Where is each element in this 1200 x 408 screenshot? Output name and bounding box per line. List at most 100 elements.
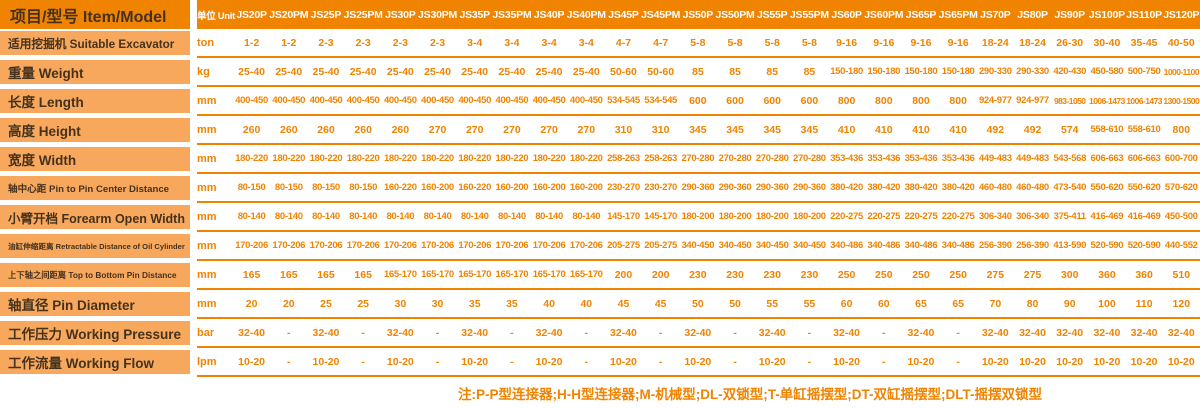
- value-cell: -: [361, 326, 365, 339]
- value-cell: 10-20: [907, 355, 935, 368]
- value-cell: 35-45: [1130, 36, 1158, 49]
- value-cell: 165-170: [569, 269, 603, 280]
- value-cell: 170-206: [235, 240, 268, 251]
- row-cells: 20 20 25 25 30 30 35 35 40 40 45 45 50 50 55 55 60 60 65 65…: [233, 290, 1200, 317]
- value-cell: 20: [245, 297, 258, 310]
- row-data-area: mm 260 260 260 260 260 270 270 270 270 270 310 310 34…: [197, 116, 1200, 145]
- value-cell: 180-220: [309, 153, 343, 164]
- value-cell: 230-270: [644, 182, 678, 193]
- value-cell: 150-180: [867, 66, 901, 77]
- value-cell: 10-20: [833, 355, 861, 368]
- value-cell: 230: [800, 268, 819, 281]
- value-cell: 25: [320, 297, 332, 310]
- value-cell: 25-40: [312, 65, 340, 78]
- value-cell: 340-450: [681, 240, 715, 251]
- value-cell: 550-620: [1127, 182, 1161, 193]
- value-cell: 375-411: [1053, 211, 1087, 222]
- table-body: 适用挖掘机 Suitable Excavator ton 1-2 1-2 2-3 2-3 2…: [0, 29, 1200, 377]
- value-cell: 270-280: [755, 153, 789, 164]
- row-label: 长度 Length: [0, 89, 190, 113]
- value-cell: 80-140: [274, 211, 303, 222]
- value-cell: 510: [1172, 268, 1191, 281]
- value-cell: 180-200: [755, 211, 789, 222]
- value-cell: 10-20: [1019, 355, 1046, 368]
- value-cell: 310: [651, 123, 670, 136]
- value-cell: 5-8: [690, 36, 706, 49]
- value-cell: 35: [468, 297, 481, 310]
- value-cell: 180-220: [569, 153, 603, 164]
- value-cell: 9-16: [836, 36, 858, 49]
- value-cell: 10-20: [1130, 355, 1158, 368]
- value-cell: 9-16: [910, 36, 932, 49]
- column-header-model: JS100P: [1088, 8, 1125, 21]
- row-cells: 165 165 165 165 165-170 165-170 165-170 165-170…: [233, 261, 1200, 288]
- value-cell: 180-220: [272, 153, 306, 164]
- column-divider: [190, 29, 197, 58]
- value-cell: 80-140: [535, 211, 563, 222]
- value-cell: 25-40: [461, 65, 489, 78]
- value-cell: 380-420: [941, 182, 975, 193]
- value-cell: 80-150: [349, 182, 378, 193]
- value-cell: 50-60: [610, 65, 637, 78]
- column-header-model: JS55P: [756, 8, 788, 21]
- value-cell: 574: [1060, 123, 1079, 136]
- value-cell: 10-20: [386, 355, 414, 368]
- column-header-model: JS50P: [682, 8, 714, 21]
- column-header-model: JS60PM: [864, 8, 904, 21]
- value-cell: 32-40: [981, 326, 1009, 339]
- unit-cell: kg: [197, 65, 210, 78]
- value-cell: 345: [689, 123, 707, 136]
- column-header-model: JS65P: [905, 8, 937, 21]
- row-data-area: mm 20 20 25 25 30 30 35 35 40 40 45 45 50 50 55 55 60 60 65…: [197, 290, 1200, 319]
- value-cell: 9-16: [947, 36, 969, 49]
- table-row: 小臂开档 Forearm Open Width mm 80-140 80-140 80-…: [0, 203, 1200, 232]
- row-label: 宽度 Width: [0, 147, 190, 171]
- value-cell: 80-140: [423, 211, 452, 222]
- value-cell: -: [287, 355, 291, 368]
- value-cell: 32-40: [238, 326, 266, 339]
- value-cell: 520-590: [1090, 240, 1124, 251]
- value-cell: 800: [1172, 123, 1191, 136]
- value-cell: 570-620: [1164, 182, 1198, 193]
- row-cells: 25-40 25-40 25-40 25-40 25-40 25-40 25-40 25-40…: [233, 58, 1200, 85]
- value-cell: 85: [766, 65, 779, 78]
- value-cell: 32-40: [833, 326, 861, 339]
- value-cell: 4-7: [615, 36, 632, 49]
- value-cell: 10-20: [610, 355, 637, 368]
- value-cell: 160-220: [458, 182, 492, 193]
- value-cell: 80-150: [312, 182, 340, 193]
- value-cell: 290-360: [681, 182, 715, 193]
- value-cell: 250: [912, 268, 930, 281]
- value-cell: 270: [465, 123, 484, 136]
- value-cell: 340-486: [867, 240, 901, 251]
- value-cell: 1300-1500: [1163, 95, 1200, 106]
- value-cell: 400-450: [383, 95, 417, 106]
- table-row: 长度 Length mm 400-450 400-450 400-450 400-450 4…: [0, 87, 1200, 116]
- column-header-model: JS20PM: [269, 8, 309, 21]
- column-header-model: JS60P: [831, 8, 862, 21]
- value-cell: 165-170: [383, 269, 417, 280]
- value-cell: 40: [580, 297, 593, 310]
- value-cell: -: [435, 326, 440, 339]
- value-cell: -: [510, 326, 514, 339]
- value-cell: 32-40: [386, 326, 414, 339]
- value-cell: 340-450: [718, 240, 752, 251]
- row-data-area: bar 32-40-32-40-32-40-32-40-32-40-32-40-3…: [197, 319, 1200, 348]
- value-cell: 55: [803, 297, 816, 310]
- value-cell: -: [658, 355, 663, 368]
- value-cell: 353-436: [941, 153, 975, 164]
- value-cell: 543-568: [1053, 153, 1087, 164]
- value-cell: 440-552: [1164, 240, 1198, 251]
- row-data-area: kg 25-40 25-40 25-40 25-40 25-40 25-40 25-40 25-…: [197, 58, 1200, 87]
- value-cell: 170-206: [495, 240, 529, 251]
- value-cell: 270: [503, 123, 521, 136]
- table-row: 重量 Weight kg 25-40 25-40 25-40 25-40 25-40 25-4…: [0, 58, 1200, 87]
- value-cell: 10-20: [312, 355, 340, 368]
- value-cell: -: [956, 326, 960, 339]
- value-cell: 416-469: [1127, 211, 1161, 222]
- column-header-item-model: 项目/型号 Item/Model: [0, 0, 190, 29]
- row-cells: 260 260 260 260 260 270 270 270 270 270 310 310 345 3…: [233, 116, 1200, 143]
- value-cell: 230: [689, 268, 707, 281]
- value-cell: 250: [837, 268, 856, 281]
- value-cell: 345: [800, 123, 819, 136]
